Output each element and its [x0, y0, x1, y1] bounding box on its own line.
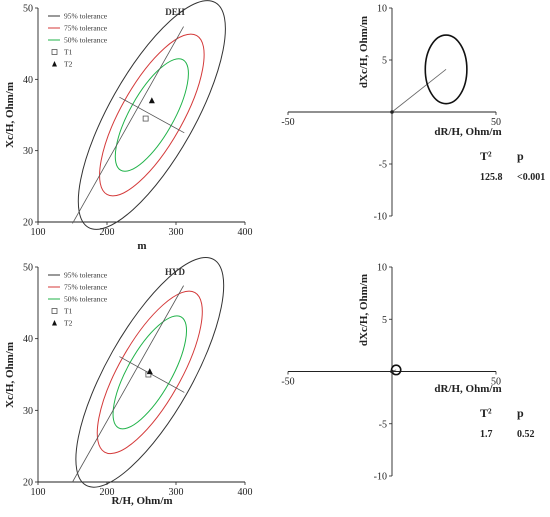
- y-axis-label: Xc/H, Ohm/m: [4, 82, 16, 148]
- y-axis-label: Xc/H, Ohm/m: [4, 342, 16, 408]
- legend-marker-triangle: [52, 61, 57, 67]
- chart-panel-3: 100 200 300 400 20 30 40 50 R/H, Ohm/m Xc/H, Ohm/…: [4, 257, 253, 507]
- t2-header: T²: [480, 149, 492, 163]
- legend-marker-square: [51, 49, 58, 55]
- legend-marker-triangle: [52, 320, 57, 326]
- legend-label: T2: [64, 319, 73, 328]
- y-tick-label: 5: [382, 315, 387, 326]
- y-tick-label: 20: [23, 218, 33, 229]
- difference-vector: [391, 69, 447, 113]
- legend-label: T1: [64, 307, 73, 316]
- legend-label: 95% tolerance: [64, 12, 108, 21]
- legend-label: 50% tolerance: [64, 295, 108, 304]
- y-tick-label: 10: [377, 263, 387, 274]
- t2-value: 1.7: [480, 429, 493, 440]
- x-tick-label: -50: [281, 377, 294, 388]
- x-axis-label: dR/H, Ohm/m: [434, 383, 501, 395]
- legend-label: 75% tolerance: [64, 283, 108, 292]
- x-tick-label: 300: [169, 227, 184, 238]
- y-tick-label: 5: [382, 56, 387, 67]
- confidence-ellipse: [390, 364, 402, 376]
- point-t2: [148, 97, 155, 104]
- x-axis-label: m: [137, 240, 146, 252]
- legend: 95% tolerance 75% tolerance 50% tolerance T…: [48, 12, 108, 69]
- y-tick-label: 40: [23, 75, 33, 86]
- legend-label: 50% tolerance: [64, 36, 108, 45]
- legend: 95% tolerance 75% tolerance 50% tolerance T…: [48, 271, 108, 328]
- chart-panel-2: -50 50 -10 -5 5 10 dR/H, Ohm/m dXc/H, Ohm/m T² p 1…: [281, 4, 545, 223]
- y-tick-label: 20: [23, 478, 33, 489]
- legend-label: 95% tolerance: [64, 271, 108, 280]
- y-tick-label: 30: [23, 406, 33, 417]
- y-tick-label: 50: [23, 263, 33, 274]
- t2-header: T²: [480, 406, 492, 420]
- ellipse-minor-axis: [119, 96, 185, 134]
- x-tick-label: 400: [238, 227, 253, 238]
- t2-value: 125.8: [480, 172, 503, 183]
- x-tick-label: -50: [281, 117, 294, 128]
- point-t1: [142, 115, 149, 122]
- p-value: 0.52: [517, 429, 535, 440]
- x-tick-label: 200: [100, 227, 115, 238]
- y-tick-label: -5: [379, 160, 387, 171]
- x-tick-label: 400: [238, 487, 253, 498]
- tolerance-ellipse: [77, 0, 226, 230]
- origin-point: [390, 110, 394, 114]
- tolerance-ellipse: [96, 290, 203, 455]
- x-tick-label: 50: [491, 377, 501, 388]
- x-tick-label: 300: [169, 487, 184, 498]
- ellipse-major-axis: [72, 26, 184, 224]
- p-header: p: [517, 406, 524, 420]
- x-tick-label: 200: [100, 487, 115, 498]
- y-tick-label: 50: [23, 4, 33, 15]
- legend-label: 75% tolerance: [64, 24, 108, 33]
- y-tick-label: 30: [23, 146, 33, 157]
- y-tick-label: -10: [374, 212, 387, 223]
- x-tick-label: 100: [31, 227, 46, 238]
- y-tick-label: -5: [379, 419, 387, 430]
- x-tick-label: 50: [491, 117, 501, 128]
- chart-panel-1: 100 200 300 400 20 30 40 50 m Xc/H, Ohm/m DEH 95% t…: [4, 0, 253, 252]
- chart-panel-4: -50 50 -10 -5 5 10 dR/H, Ohm/m dXc/H, Ohm/m T² p 1…: [281, 263, 534, 483]
- y-tick-label: -10: [374, 472, 387, 483]
- p-value: <0.001: [517, 172, 545, 183]
- tolerance-ellipse: [75, 257, 225, 488]
- legend-label: T2: [64, 60, 73, 69]
- y-axis-label: dXc/H, Ohm/m: [358, 274, 370, 346]
- y-tick-label: 10: [377, 4, 387, 15]
- legend-marker-square: [51, 308, 58, 314]
- tolerance-ellipse: [112, 315, 188, 430]
- legend-label: T1: [64, 48, 73, 57]
- ellipse-major-axis: [72, 285, 184, 483]
- p-header: p: [517, 149, 524, 163]
- origin-point: [390, 369, 394, 374]
- confidence-ellipse: [424, 34, 468, 105]
- x-axis-label: dR/H, Ohm/m: [434, 126, 501, 138]
- x-axis-label: R/H, Ohm/m: [111, 495, 172, 507]
- y-axis-label: dXc/H, Ohm/m: [358, 16, 370, 88]
- ellipse-minor-axis: [119, 356, 185, 393]
- point-t2: [146, 368, 153, 375]
- y-tick-label: 40: [23, 334, 33, 345]
- panel-title: DEH: [165, 7, 185, 17]
- x-tick-label: 100: [31, 487, 46, 498]
